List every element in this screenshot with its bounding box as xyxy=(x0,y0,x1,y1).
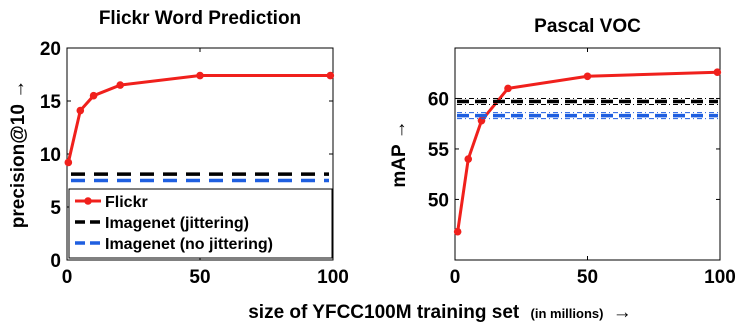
y-tick-label: 5 xyxy=(50,198,61,219)
y-tick-label: 10 xyxy=(40,145,61,166)
data-point-flickr xyxy=(478,117,486,125)
x-tick-label: 100 xyxy=(704,267,736,288)
legend-marker-flickr xyxy=(84,197,92,205)
data-point-flickr xyxy=(464,155,472,163)
data-point-flickr xyxy=(90,92,98,100)
x-tick-label: 0 xyxy=(62,267,73,288)
chart-panel-flickr: 0 50 100 0 5 10 15 20 Flickr Word Prediction prec… xyxy=(8,8,349,288)
chart-title: Pascal VOC xyxy=(534,16,641,37)
data-point-flickr xyxy=(196,72,204,80)
y-tick-label: 60 xyxy=(428,89,449,110)
x-tick-label: 0 xyxy=(450,267,461,288)
y-tick-label: 50 xyxy=(428,190,449,211)
x-axis-label-arrow: → xyxy=(613,302,632,323)
legend-label: Imagenet (jittering) xyxy=(105,215,249,232)
data-point-flickr xyxy=(584,72,592,80)
data-point-flickr xyxy=(714,68,722,76)
y-tick-label: 0 xyxy=(50,251,61,272)
x-axis-label-suffix: (in millions) xyxy=(531,306,604,321)
chart-panel-pascal: 0 50 100 50 55 60 Pascal VOC mAP → xyxy=(389,16,736,288)
data-point-flickr xyxy=(116,81,124,89)
y-tick-label: 15 xyxy=(40,92,62,113)
y-axis-label: mAP → xyxy=(389,120,410,187)
data-point-flickr xyxy=(454,228,462,236)
x-tick-label: 50 xyxy=(577,267,598,288)
x-tick-label: 100 xyxy=(317,267,349,288)
data-point-flickr xyxy=(327,72,335,80)
chart-title: Flickr Word Prediction xyxy=(99,8,301,29)
y-tick-label: 20 xyxy=(40,39,61,60)
x-axis-label-main: size of YFCC100M training set xyxy=(248,302,520,323)
y-axis-label: precision@10 → xyxy=(8,80,29,228)
legend-label: Imagenet (no jittering) xyxy=(105,236,273,253)
series-line-flickr xyxy=(68,76,330,163)
legend-label: Flickr xyxy=(105,194,148,211)
data-point-flickr xyxy=(65,159,73,167)
x-tick-label: 50 xyxy=(189,267,210,288)
series-line-flickr xyxy=(458,72,718,232)
y-tick-label: 55 xyxy=(428,140,450,161)
shared-x-axis-label: size of YFCC100M training set (in millio… xyxy=(248,302,632,323)
data-point-flickr xyxy=(504,85,512,93)
data-point-flickr xyxy=(77,107,85,115)
